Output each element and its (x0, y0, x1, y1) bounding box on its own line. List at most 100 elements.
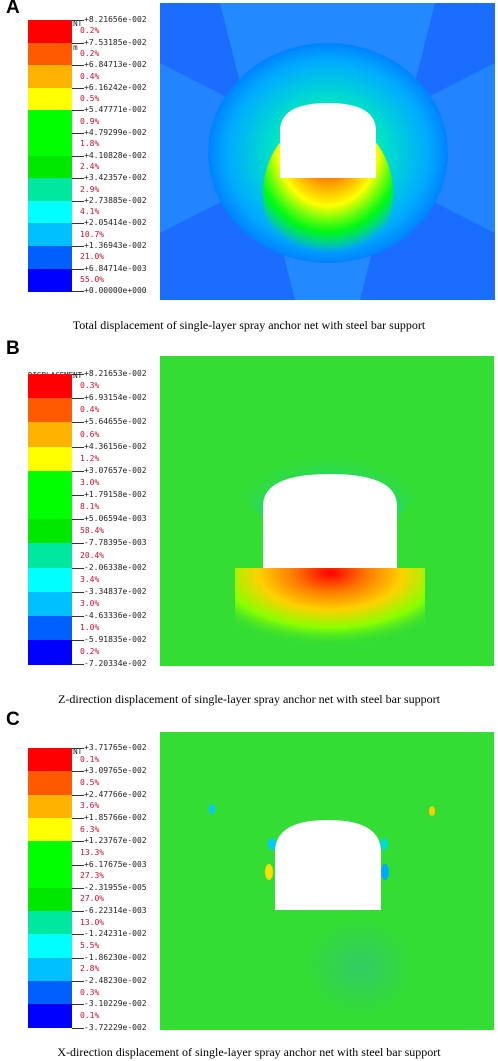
legend-color-swatch (28, 470, 72, 496)
legend-percent: 4.1% (80, 207, 100, 217)
legend-percent: 2.9% (80, 184, 100, 194)
legend-color-swatch (28, 374, 72, 399)
legend-color-swatch (28, 841, 72, 865)
caption-b: Z-direction displacement of single-layer… (58, 692, 440, 706)
legend-percent: 0.4% (80, 405, 100, 415)
legend-tick-line (72, 519, 84, 521)
legend-tick-line (72, 664, 84, 666)
legend-color-swatch (28, 200, 72, 224)
legend-percent: 6.3% (80, 824, 100, 834)
legend-tick-line (72, 591, 84, 593)
legend-color-swatch (28, 155, 72, 179)
legend-tick-label: -6.22314e-003 (84, 906, 147, 916)
legend-tick-label: -3.72229e-002 (84, 1022, 147, 1032)
legend-tick-line (72, 567, 84, 569)
legend-percent: 20.4% (80, 550, 105, 560)
contour-svg-b (160, 356, 494, 666)
legend-tick-line (72, 374, 84, 375)
legend-color-swatch (28, 591, 72, 617)
legend-tick-label: +0.00000e+000 (84, 286, 147, 296)
legend-tick-label: +6.84713e-002 (84, 60, 147, 70)
legend-color-swatch (28, 640, 72, 665)
contour-plot-b (160, 356, 494, 666)
legend-tick-label: +4.10828e-002 (84, 150, 147, 160)
legend-tick-label: +6.17675e-003 (84, 859, 147, 869)
tunnel-opening-a (280, 103, 376, 178)
legend-tick-line (72, 543, 84, 545)
caption-a: Total displacement of single-layer spray… (72, 318, 426, 332)
legend-color-swatch (28, 133, 72, 157)
legend-tick-line (72, 200, 84, 202)
legend-tick-line (72, 268, 84, 270)
legend-color-swatch (28, 794, 72, 819)
legend-tick-line (72, 640, 84, 642)
legend-color-swatch (28, 1004, 72, 1029)
legend-tick-label: -1.86230e-002 (84, 952, 147, 962)
legend-tick-line (72, 1004, 84, 1006)
legend-color-swatch (28, 246, 72, 270)
legend-tick-line (72, 841, 84, 843)
legend-tick-label: +2.73885e-002 (84, 195, 147, 205)
legend-tick-line (72, 957, 84, 959)
legend-percent: 10.7% (80, 229, 105, 239)
legend-tick-line (72, 133, 84, 134)
contour-plot-a (160, 3, 495, 300)
legend-tick-line (72, 178, 84, 180)
legend-percent: 27.3% (80, 871, 105, 881)
legend-percent: 0.1% (80, 1010, 100, 1020)
legend-color-swatch (28, 934, 72, 959)
legend-percent: 0.5% (80, 777, 100, 787)
legend-color-swatch (28, 495, 72, 520)
legend-tick-line (72, 246, 84, 247)
legend-tick-label: -2.06338e-002 (84, 562, 147, 572)
legend-percent: 2.4% (80, 161, 100, 171)
legend-tick-label: -7.20334e-002 (84, 659, 147, 669)
legend-tick-label: +3.09765e-002 (84, 766, 147, 776)
legend-tick-label: +5.64655e-002 (84, 417, 147, 427)
panel-letter-c: C (6, 709, 20, 730)
legend-percent: 3.4% (80, 574, 100, 584)
legend-tick-label: -7.78395e-003 (84, 538, 147, 548)
legend-percent: 0.6% (80, 429, 100, 439)
legend-color-swatch (28, 543, 72, 569)
legend-tick-label: +5.47771e-002 (84, 105, 147, 115)
legend-color-swatch (28, 20, 72, 44)
legend-tick-line (72, 911, 84, 913)
legend-color-swatch (28, 567, 72, 593)
legend-tick-label: +6.84714e-003 (84, 263, 147, 273)
tunnel-opening-b (263, 474, 397, 568)
legend-tick-label: -5.91835e-002 (84, 635, 147, 645)
legend-tick-label: +1.85766e-002 (84, 812, 147, 822)
legend-tick-label: -4.63336e-002 (84, 611, 147, 620)
legend-percent: 0.9% (80, 116, 100, 126)
legend-color-swatch (28, 911, 72, 935)
legend-color-swatch (28, 446, 72, 472)
legend-b: DISPLACEMENT TZ , m +8.21653e-0020.3%+6.… (28, 356, 188, 670)
legend-tick-line (72, 616, 84, 617)
legend-color-swatch (28, 519, 72, 544)
legend-percent: 3.0% (80, 598, 100, 608)
legend-percent: 2.8% (80, 964, 100, 974)
tunnel-opening-c (275, 820, 381, 910)
legend-percent: 13.3% (80, 847, 105, 857)
legend-tick-label: +5.06594e-003 (84, 514, 147, 524)
contour-svg-c (160, 732, 494, 1030)
legend-tick-line (72, 155, 84, 157)
legend-tick-label: -2.31955e-005 (84, 882, 147, 892)
legend-tick-label: +8.21653e-002 (84, 369, 147, 378)
legend-color-swatch (28, 87, 72, 111)
legend-color-swatch (28, 887, 72, 912)
legend-tick-label: +4.36156e-002 (84, 441, 147, 451)
legend-tick-label: -3.34837e-002 (84, 586, 147, 596)
legend-tick-label: +7.53185e-002 (84, 37, 147, 47)
legend-tick-label: -3.10229e-002 (84, 999, 147, 1009)
legend-tick-line (72, 495, 84, 496)
contour-plot-c (160, 732, 494, 1030)
legend-percent: 1.0% (80, 623, 100, 633)
legend-tick-line (72, 934, 84, 936)
legend-tick-line (72, 65, 84, 67)
legend-percent: 0.3% (80, 987, 100, 997)
legend-tick-line (72, 110, 84, 112)
legend-percent: 0.4% (80, 71, 100, 81)
legend-tick-label: -1.24231e-002 (84, 929, 147, 939)
